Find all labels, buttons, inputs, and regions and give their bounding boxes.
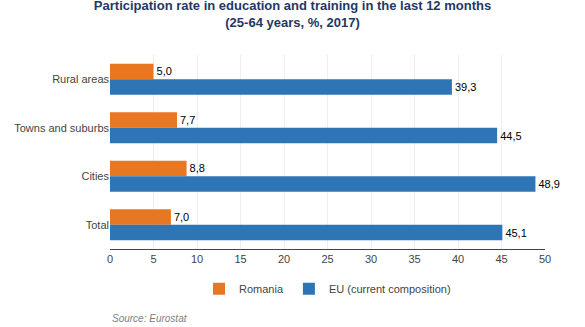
svg-text:20: 20 [278,253,290,265]
svg-text:Source: Eurostat: Source: Eurostat [112,313,188,324]
svg-text:Rural areas: Rural areas [52,73,109,85]
svg-text:5: 5 [150,253,156,265]
svg-text:EU (current composition): EU (current composition) [329,283,451,295]
svg-text:5,0: 5,0 [157,65,172,77]
svg-text:0: 0 [107,253,113,265]
svg-text:7,7: 7,7 [180,114,195,126]
svg-text:45: 45 [495,253,507,265]
svg-text:35: 35 [408,253,420,265]
svg-text:7,0: 7,0 [174,211,189,223]
svg-text:40: 40 [452,253,464,265]
svg-text:Total: Total [86,219,109,231]
svg-text:Romania: Romania [239,283,284,295]
svg-text:8,8: 8,8 [190,162,205,174]
svg-text:48,9: 48,9 [538,178,559,190]
svg-text:15: 15 [234,253,246,265]
svg-text:Participation rate in educatio: Participation rate in education and trai… [94,0,491,30]
svg-text:Cities: Cities [81,170,109,182]
svg-text:44,5: 44,5 [500,130,521,142]
svg-text:50: 50 [539,253,551,265]
svg-text:39,3: 39,3 [455,81,476,93]
svg-text:10: 10 [191,253,203,265]
svg-text:Towns and suburbs: Towns and suburbs [14,122,109,134]
svg-text:45,1: 45,1 [505,227,526,239]
svg-text:30: 30 [365,253,377,265]
svg-text:25: 25 [321,253,333,265]
